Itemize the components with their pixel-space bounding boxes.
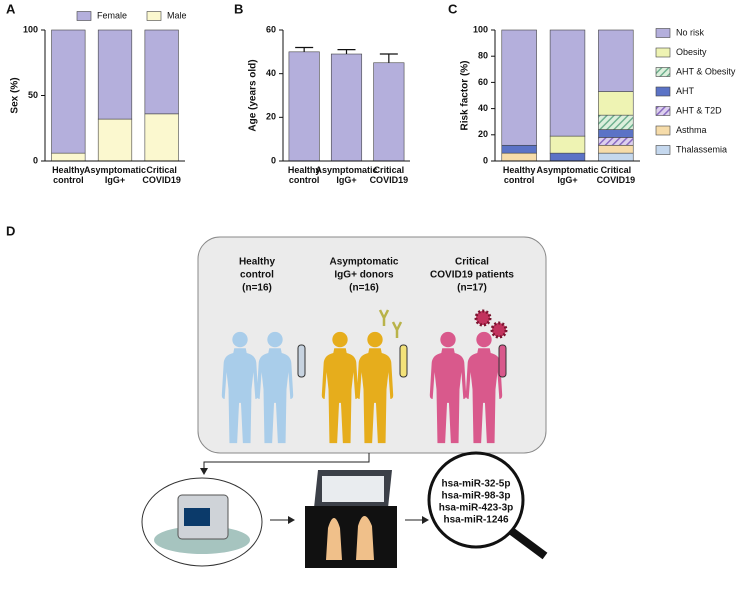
legend-swatch bbox=[655, 67, 671, 77]
y-tick-label: 20 bbox=[478, 129, 488, 139]
legend-label: No risk bbox=[676, 27, 705, 37]
legend-swatch bbox=[146, 11, 162, 21]
error-bar bbox=[379, 53, 398, 63]
mirna: hsa-miR-32-5p bbox=[442, 479, 511, 490]
y-tick-label: 0 bbox=[33, 155, 38, 165]
legend-swatch bbox=[655, 47, 671, 58]
legend-label: AHT & T2D bbox=[676, 105, 722, 115]
legend-swatch bbox=[655, 106, 671, 116]
mirna: hsa-miR-98-3p bbox=[442, 491, 511, 502]
y-tick-label: 40 bbox=[478, 103, 488, 113]
x-tick-label: Asymptomatic IgG+ bbox=[83, 165, 146, 185]
bar-segment bbox=[598, 91, 634, 116]
bar bbox=[373, 62, 405, 162]
bar-segment bbox=[549, 29, 586, 137]
bar-segment bbox=[598, 152, 634, 162]
mirna: hsa-miR-423-3p bbox=[439, 503, 513, 514]
error-bar bbox=[337, 49, 356, 55]
bar-segment bbox=[549, 135, 586, 154]
group-label: Critical bbox=[455, 257, 489, 268]
axis bbox=[44, 30, 185, 162]
legend-label: Male bbox=[167, 10, 187, 20]
legend-swatch bbox=[655, 86, 671, 97]
x-tick-label: Critical COVID19 bbox=[596, 165, 636, 185]
legend-label: Asthma bbox=[676, 125, 707, 135]
bar-segment bbox=[144, 29, 179, 115]
bar-segment bbox=[501, 144, 537, 154]
bar-segment bbox=[501, 29, 537, 146]
bar-segment bbox=[51, 29, 86, 154]
bar-segment bbox=[598, 144, 634, 154]
y-tick-label: 100 bbox=[23, 24, 38, 34]
legend-label: Female bbox=[97, 10, 127, 20]
x-tick-label: Critical COVID19 bbox=[142, 165, 181, 185]
panel-label: B bbox=[234, 1, 243, 16]
panel-label: C bbox=[448, 1, 458, 16]
bar-segment bbox=[97, 118, 133, 162]
x-tick-label: Healthy control bbox=[502, 165, 536, 185]
axis bbox=[494, 30, 640, 162]
bar-segment bbox=[501, 152, 537, 162]
group-label: (n=17) bbox=[457, 283, 487, 294]
x-tick-label: Critical COVID19 bbox=[369, 165, 409, 185]
y-tick-label: 0 bbox=[483, 155, 488, 165]
bar-segment bbox=[598, 129, 634, 138]
group-label: Asymptomatic bbox=[330, 257, 399, 268]
legend-label: AHT & Obesity bbox=[676, 66, 736, 76]
group-label: control bbox=[240, 270, 274, 281]
y-tick-label: 100 bbox=[473, 24, 488, 34]
bar-segment bbox=[97, 29, 133, 120]
y-tick-label: 80 bbox=[478, 51, 488, 61]
bar bbox=[288, 51, 320, 162]
legend-swatch bbox=[655, 28, 671, 38]
group-label: Healthy bbox=[239, 257, 276, 268]
y-tick-label: 40 bbox=[266, 68, 276, 78]
group-label: COVID19 patients bbox=[430, 270, 514, 281]
axis bbox=[282, 30, 410, 162]
bar-segment bbox=[144, 113, 179, 162]
x-tick-label: Asymptomatic IgG+ bbox=[315, 165, 378, 185]
x-tick-label: Healthy control bbox=[52, 165, 85, 185]
workflow: hsa-miR-32-5p hsa-miR-98-3p hsa-miR-423-… bbox=[141, 451, 548, 568]
legend-label: Thalassemia bbox=[676, 144, 727, 154]
panel-label: D bbox=[6, 223, 15, 238]
error-bar bbox=[295, 46, 314, 52]
y-tick-label: 0 bbox=[271, 155, 276, 165]
bar-segment bbox=[549, 152, 586, 162]
group-label: IgG+ donors bbox=[334, 270, 394, 281]
bar-segment bbox=[51, 152, 86, 162]
y-tick-label: 60 bbox=[266, 24, 276, 34]
y-axis-title: Age (years old) bbox=[248, 59, 259, 131]
x-tick-label: Healthy control bbox=[287, 165, 321, 185]
group-label: (n=16) bbox=[242, 283, 272, 294]
x-tick-label: Asymptomatic IgG+ bbox=[536, 165, 599, 185]
y-tick-label: 20 bbox=[266, 112, 276, 122]
bar-segment bbox=[598, 137, 634, 146]
legend-swatch bbox=[655, 145, 671, 155]
legend-label: AHT bbox=[676, 86, 695, 96]
cohort-box: Healthy control (n=16) Asymptomatic IgG+… bbox=[197, 236, 547, 454]
y-tick-label: 50 bbox=[28, 90, 38, 100]
bar-segment bbox=[598, 29, 634, 92]
y-tick-label: 60 bbox=[478, 77, 488, 87]
mirna: hsa-miR-1246 bbox=[443, 515, 508, 526]
y-axis-title: Risk factor (%) bbox=[460, 60, 471, 130]
y-axis-title: Sex (%) bbox=[10, 77, 21, 113]
group-label: (n=16) bbox=[349, 283, 379, 294]
bar-segment bbox=[598, 114, 634, 130]
panel-label: A bbox=[6, 1, 16, 16]
legend-swatch bbox=[655, 125, 671, 136]
legend-swatch bbox=[76, 11, 92, 21]
bar bbox=[330, 53, 363, 162]
legend-label: Obesity bbox=[676, 47, 707, 57]
